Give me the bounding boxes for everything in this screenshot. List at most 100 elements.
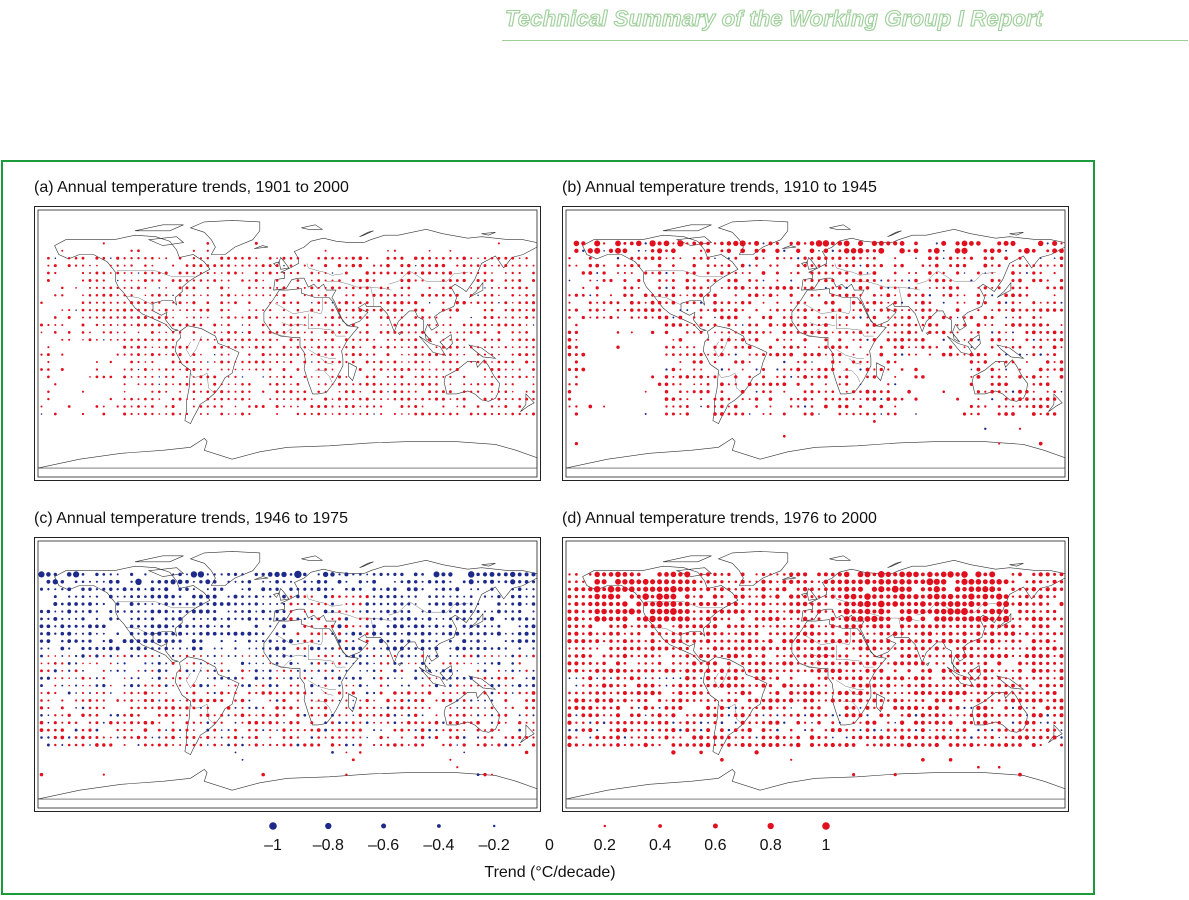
country-border: [916, 270, 996, 285]
cooling-dot: [74, 602, 78, 606]
warming-dot: [858, 579, 863, 585]
cooling-dot: [428, 609, 432, 614]
warming-dot: [407, 263, 411, 268]
warming-dot: [165, 405, 168, 408]
warming-dot: [775, 661, 779, 665]
warming-dot: [588, 639, 592, 643]
warming-dot: [157, 743, 161, 747]
warming-dot: [705, 668, 711, 674]
cooling-dot: [331, 713, 334, 717]
cooling-dot: [102, 632, 105, 635]
warming-dot: [116, 316, 119, 319]
cooling-dot: [963, 272, 966, 274]
warming-dot: [504, 301, 508, 305]
warming-dot: [803, 669, 807, 673]
warming-dot: [296, 338, 299, 341]
warming-dot: [310, 721, 314, 725]
warming-dot: [761, 572, 766, 577]
warming-dot: [663, 593, 670, 600]
warming-dot: [622, 579, 628, 585]
warming-dot: [95, 713, 99, 717]
warming-dot: [886, 609, 891, 614]
warming-dot: [1059, 601, 1064, 607]
warming-dot: [200, 353, 202, 356]
cooling-dot: [379, 610, 383, 613]
warming-dot: [838, 249, 842, 253]
warming-dot: [991, 264, 994, 267]
warming-dot: [734, 301, 737, 304]
header-rule: [502, 40, 1188, 41]
warming-dot: [504, 368, 507, 371]
cooling-dot: [456, 670, 459, 672]
warming-dot: [608, 248, 614, 253]
cooling-dot: [254, 669, 258, 673]
warming-dot: [352, 413, 355, 415]
warming-dot: [637, 278, 641, 283]
warming-dot: [296, 699, 300, 702]
warming-dot: [151, 743, 154, 747]
warming-dot: [137, 308, 140, 312]
warming-dot: [824, 353, 827, 356]
warming-dot: [796, 579, 801, 584]
warming-dot: [748, 624, 752, 628]
warming-dot: [893, 661, 898, 666]
cooling-dot: [449, 595, 452, 598]
cooling-dot: [518, 594, 522, 599]
warming-dot: [713, 264, 717, 267]
cooling-dot: [144, 602, 147, 606]
warming-dot: [679, 412, 682, 416]
warming-dot: [420, 271, 425, 275]
warming-dot: [220, 662, 223, 665]
cooling-dot: [511, 654, 515, 658]
cooling-dot: [373, 729, 376, 732]
warming-dot: [365, 632, 369, 636]
warming-dot: [686, 398, 689, 401]
warming-dot: [442, 286, 445, 290]
warming-dot: [741, 345, 745, 349]
warming-dot: [838, 271, 842, 275]
warming-dot: [616, 308, 620, 312]
warming-dot: [748, 587, 751, 591]
warming-dot: [428, 721, 431, 724]
warming-dot: [706, 647, 710, 650]
cooling-dot: [483, 699, 487, 702]
warming-dot: [248, 301, 251, 304]
cooling-dot: [46, 572, 51, 577]
warming-dot: [956, 397, 960, 401]
warming-dot: [699, 669, 703, 673]
warming-dot: [81, 323, 85, 327]
cooling-dot: [406, 631, 411, 636]
warming-dot: [303, 360, 307, 364]
cooling-dot: [317, 669, 320, 673]
warming-dot: [692, 279, 696, 282]
cooling-dot: [303, 669, 307, 673]
warming-dot: [914, 367, 918, 372]
warming-dot: [761, 586, 766, 592]
warming-dot: [241, 360, 244, 364]
warming-dot: [810, 264, 814, 268]
warming-dot: [338, 714, 341, 717]
warming-dot: [761, 654, 766, 658]
cooling-dot: [463, 751, 466, 754]
warming-dot: [1045, 654, 1050, 658]
warming-dot: [1011, 573, 1015, 576]
warming-dot: [768, 293, 773, 298]
warming-dot: [47, 323, 50, 327]
warming-dot: [783, 654, 786, 658]
warming-dot: [151, 368, 154, 371]
warming-dot: [137, 279, 140, 282]
warming-dot: [809, 624, 815, 629]
warming-dot: [442, 729, 445, 732]
cooling-dot: [490, 714, 494, 717]
warming-dot: [428, 264, 431, 267]
warming-dot: [809, 241, 815, 246]
cooling-dot: [102, 573, 106, 576]
warming-dot: [977, 398, 980, 401]
warming-dot: [455, 301, 459, 305]
warming-dot: [637, 316, 640, 319]
warming-dot: [1032, 397, 1036, 401]
warming-dot: [893, 397, 897, 401]
cooling-dot: [262, 729, 265, 732]
warming-dot: [575, 264, 578, 267]
cooling-dot: [82, 669, 84, 672]
